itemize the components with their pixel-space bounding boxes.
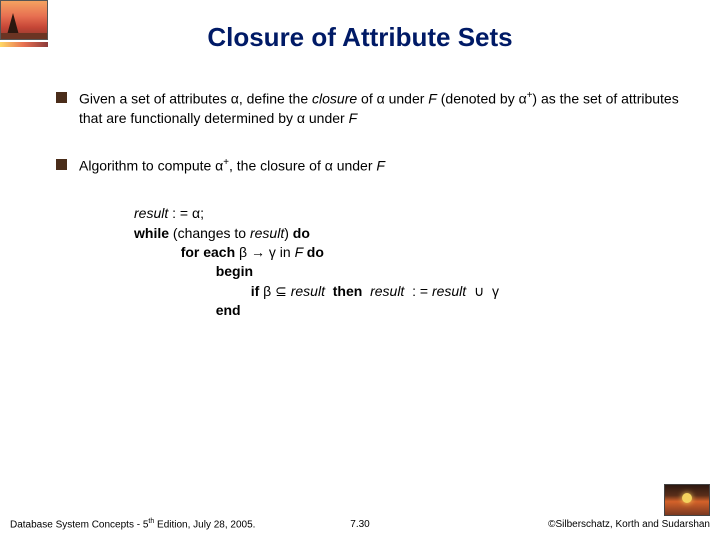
text: , the closure of α under — [229, 158, 376, 174]
sailboat-sunset-image — [0, 0, 48, 40]
indent — [134, 302, 216, 318]
var-result: result — [370, 283, 408, 299]
text: (changes to — [173, 225, 250, 241]
text: Algorithm to compute α — [79, 158, 223, 174]
kw-do: do — [307, 244, 324, 260]
kw-begin: begin — [216, 263, 253, 279]
footer-sunset-image — [664, 484, 710, 516]
algo-line-2: while (changes to result) do — [134, 224, 684, 243]
kw-then: then — [333, 283, 370, 299]
kw-while: while — [134, 225, 173, 241]
var-F: F — [376, 158, 385, 174]
text: of α under — [357, 91, 428, 107]
indent — [134, 244, 181, 260]
slide-footer: Database System Concepts - 5th Edition, … — [0, 518, 720, 530]
var-F: F — [349, 110, 358, 126]
slide-number: 7.30 — [350, 519, 369, 530]
algo-line-3: for each β → γ in F do — [134, 243, 684, 262]
closure-em: closure — [312, 91, 357, 107]
kw-foreach: for each — [181, 244, 239, 260]
corner-decoration — [0, 0, 52, 70]
text: (denoted by α — [437, 91, 527, 107]
var-result: result — [250, 225, 284, 241]
copyright: ©Silberschatz, Korth and Sudarshan — [548, 519, 710, 530]
text: β → γ in — [239, 244, 295, 260]
slide-title: Closure of Attribute Sets — [0, 0, 720, 89]
slide-content: Given a set of attributes α, define the … — [0, 89, 720, 320]
footer-left: Database System Concepts - 5th Edition, … — [10, 518, 255, 530]
kw-if: if — [251, 283, 263, 299]
text: : = — [408, 283, 432, 299]
gradient-bar — [0, 42, 48, 47]
var-result: result — [432, 283, 470, 299]
algo-line-6: end — [134, 301, 684, 320]
var-F: F — [428, 91, 437, 107]
text: : = α; — [168, 205, 204, 221]
text: Database System Concepts - 5 — [10, 519, 148, 530]
bullet-text-2: Algorithm to compute α+, the closure of … — [79, 156, 684, 176]
text: Given a set of attributes α, define the — [79, 91, 312, 107]
var-result: result — [291, 283, 333, 299]
indent — [134, 263, 216, 279]
text: β ⊆ — [263, 283, 291, 299]
text: ∪ γ — [470, 283, 499, 299]
algo-line-4: begin — [134, 262, 684, 281]
algorithm-block: result : = α; while (changes to result) … — [134, 204, 684, 320]
indent — [134, 283, 251, 299]
algo-line-5: if β ⊆ result then result : = result ∪ γ — [134, 282, 684, 301]
bullet-square-icon — [56, 159, 67, 170]
var-result: result — [134, 205, 168, 221]
text: ) — [284, 225, 293, 241]
bullet-item-2: Algorithm to compute α+, the closure of … — [56, 156, 684, 176]
bullet-text-1: Given a set of attributes α, define the … — [79, 89, 684, 128]
algo-line-1: result : = α; — [134, 204, 684, 223]
kw-end: end — [216, 302, 241, 318]
bullet-square-icon — [56, 92, 67, 103]
bullet-item-1: Given a set of attributes α, define the … — [56, 89, 684, 128]
kw-do: do — [293, 225, 310, 241]
var-F: F — [295, 244, 307, 260]
text: Edition, July 28, 2005. — [154, 519, 255, 530]
